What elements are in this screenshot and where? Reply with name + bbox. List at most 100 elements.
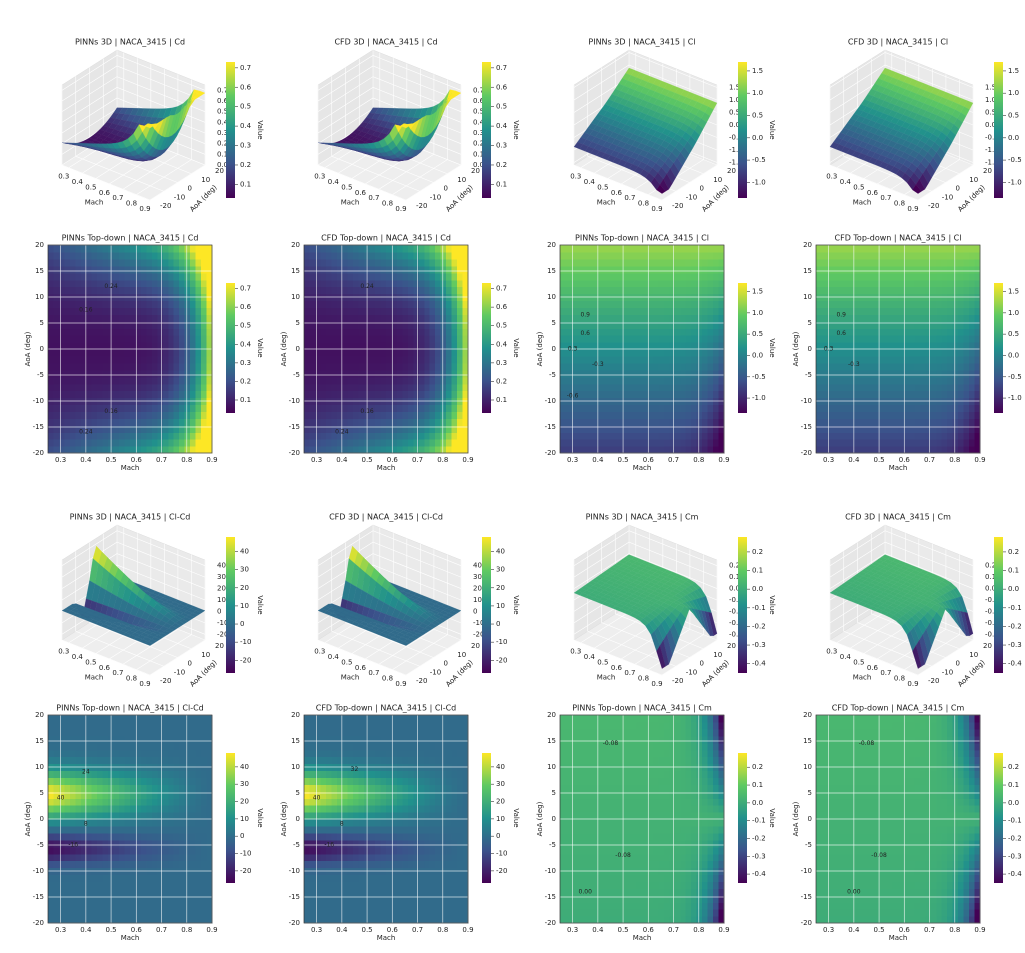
heatmap-cell bbox=[560, 411, 567, 419]
heatmap-cell bbox=[64, 349, 71, 357]
heatmap-cell bbox=[124, 404, 131, 412]
heatmap-cell bbox=[707, 376, 714, 385]
heatmap-cell bbox=[587, 300, 594, 308]
heatmap-cell bbox=[652, 342, 659, 350]
heatmap-cell bbox=[816, 390, 823, 399]
heatmap-cell bbox=[930, 355, 937, 364]
heatmap-cell bbox=[859, 362, 866, 371]
heatmap-cell bbox=[674, 314, 681, 322]
heatmap-cell bbox=[48, 390, 55, 399]
heatmap-cell bbox=[854, 376, 861, 385]
heatmap-cell bbox=[48, 321, 55, 329]
heatmap-cell bbox=[603, 425, 610, 433]
heatmap-cell bbox=[652, 411, 659, 419]
heatmap-cell bbox=[190, 369, 197, 378]
heatmap-cell bbox=[663, 307, 670, 315]
heatmap-cell bbox=[179, 439, 186, 447]
heatmap-cell bbox=[887, 362, 894, 371]
heatmap-cell bbox=[603, 362, 610, 371]
heatmap-cell bbox=[821, 383, 828, 392]
heatmap-cell bbox=[130, 446, 137, 454]
heatmap-cell bbox=[396, 383, 403, 392]
heatmap-cell bbox=[936, 355, 943, 364]
heatmap-cell bbox=[424, 286, 431, 295]
heatmap-cell bbox=[865, 286, 872, 295]
heatmap-cell bbox=[201, 425, 208, 433]
heatmap-cell bbox=[837, 265, 844, 274]
heatmap-cell bbox=[636, 432, 643, 440]
heatmap-cell bbox=[636, 258, 643, 267]
heatmap-cell bbox=[925, 335, 932, 343]
surface-patch bbox=[144, 123, 154, 129]
heatmap-cell bbox=[669, 411, 676, 419]
heatmap-cell bbox=[407, 355, 414, 364]
heatmap-cell bbox=[201, 418, 208, 426]
heatmap-cell bbox=[570, 335, 577, 343]
heatmap-cell bbox=[320, 328, 327, 336]
heatmap-cell bbox=[625, 342, 632, 350]
heatmap-cell bbox=[314, 265, 321, 274]
heatmap-cell bbox=[386, 446, 393, 454]
heatmap-cell bbox=[707, 279, 714, 288]
heatmap-cell bbox=[941, 362, 948, 371]
heatmap-cell bbox=[184, 362, 191, 371]
heatmap-cell bbox=[91, 272, 98, 281]
heatmap-cell bbox=[658, 328, 665, 336]
heatmap-cell bbox=[859, 321, 866, 329]
heatmap-cell bbox=[331, 307, 338, 315]
heatmap-cell bbox=[146, 376, 153, 385]
heatmap-cell bbox=[86, 314, 93, 322]
heatmap-cell bbox=[963, 265, 970, 274]
heatmap-cell bbox=[663, 279, 670, 288]
heatmap-cell bbox=[642, 355, 649, 364]
heatmap-cell bbox=[892, 265, 899, 274]
heatmap-cell bbox=[309, 279, 316, 288]
heatmap-cell bbox=[821, 369, 828, 378]
heatmap-cell bbox=[413, 307, 420, 315]
heatmap-cell bbox=[958, 349, 965, 357]
heatmap-cell bbox=[614, 349, 621, 357]
heatmap-cell bbox=[947, 369, 954, 378]
heatmap-cell bbox=[892, 432, 899, 440]
heatmap-cell bbox=[887, 446, 894, 454]
heatmap-cell bbox=[451, 307, 458, 315]
heatmap-cell bbox=[113, 383, 120, 392]
heatmap-cell bbox=[69, 307, 76, 315]
heatmap-cell bbox=[680, 383, 687, 392]
heatmap-cell bbox=[898, 328, 905, 336]
heatmap-cell bbox=[102, 328, 109, 336]
heatmap-cell bbox=[124, 369, 131, 378]
heatmap-cell bbox=[565, 411, 572, 419]
heatmap-cell bbox=[581, 258, 588, 267]
heatmap-cell bbox=[124, 251, 131, 260]
heatmap-cell bbox=[380, 335, 387, 343]
heatmap-cell bbox=[837, 425, 844, 433]
heatmap-cell bbox=[843, 383, 850, 392]
heatmap-cell bbox=[130, 251, 137, 260]
heatmap-cell bbox=[418, 369, 425, 378]
heatmap-cell bbox=[75, 286, 82, 295]
heatmap-cell bbox=[947, 362, 954, 371]
colorbar-tick-label: 0.6 bbox=[240, 83, 252, 91]
heatmap-cell bbox=[162, 251, 169, 260]
heatmap-cell bbox=[598, 279, 605, 288]
y-tick-label: 5 bbox=[40, 319, 44, 327]
heatmap-cell bbox=[124, 342, 131, 350]
heatmap-cell bbox=[707, 300, 714, 308]
heatmap-cell bbox=[696, 439, 703, 447]
heatmap-cell bbox=[609, 369, 616, 378]
heatmap-cell bbox=[914, 245, 921, 253]
heatmap-cell bbox=[642, 265, 649, 274]
heatmap-cell bbox=[598, 390, 605, 399]
heatmap-cell bbox=[113, 342, 120, 350]
y-tick-label: 0 bbox=[552, 345, 556, 353]
chart-title: PINNs 3D | NACA_3415 | Cd bbox=[75, 38, 185, 47]
heatmap-cell bbox=[418, 335, 425, 343]
heatmap-cell bbox=[86, 251, 93, 260]
heatmap-cell bbox=[636, 321, 643, 329]
heatmap-cell bbox=[642, 342, 649, 350]
heatmap-cell bbox=[179, 300, 186, 308]
heatmap-cell bbox=[587, 342, 594, 350]
heatmap-cell bbox=[424, 265, 431, 274]
heatmap-cell bbox=[386, 258, 393, 267]
